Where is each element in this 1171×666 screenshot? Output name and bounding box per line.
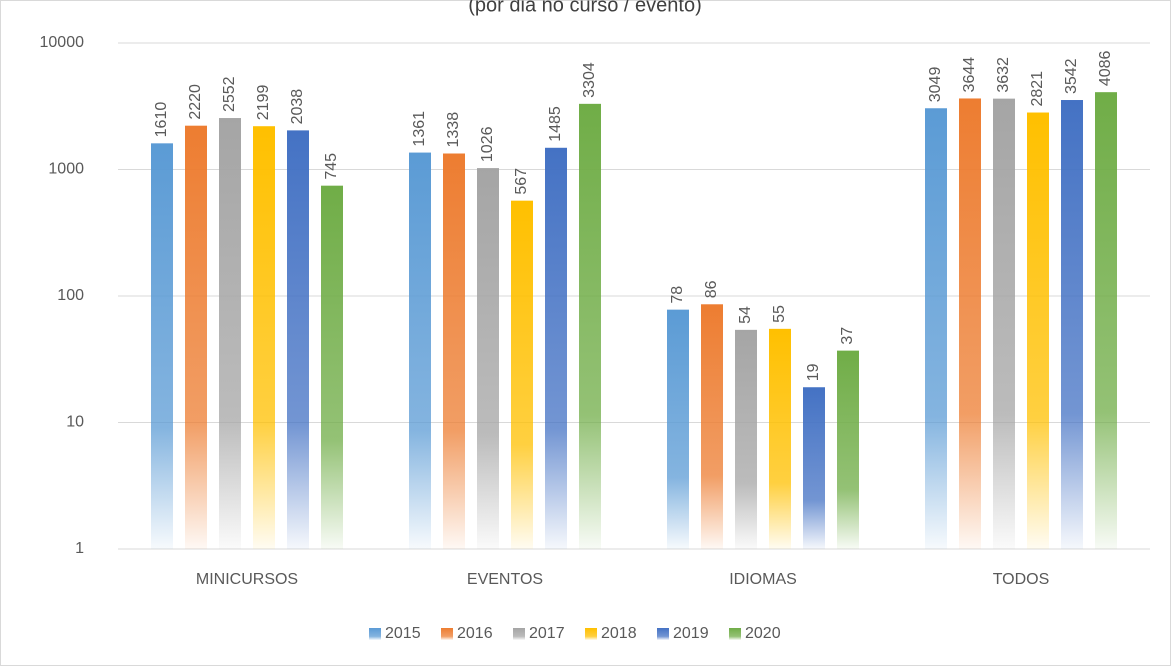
bar [837,350,859,549]
value-label: 745 [323,153,340,180]
value-label: 37 [839,327,856,345]
value-label: 567 [513,168,530,195]
value-label: 4086 [1097,50,1114,86]
y-tick-label: 10000 [40,34,85,51]
value-label: 78 [669,286,686,304]
legend-label: 2019 [673,625,709,642]
value-label: 3632 [995,57,1012,93]
value-label: 2552 [221,76,238,112]
legend-swatch [729,628,741,640]
bar [993,98,1015,550]
x-tick-label: IDIOMAS [729,571,797,588]
x-tick-label: EVENTOS [467,571,543,588]
legend-swatch [513,628,525,640]
y-tick-label: 100 [57,287,84,304]
bar [409,152,431,549]
value-label: 3049 [927,67,944,103]
bar [477,168,499,550]
legend-swatch [369,628,381,640]
value-label: 1338 [445,112,462,148]
x-tick-label: TODOS [993,571,1050,588]
legend-label: 2018 [601,625,637,642]
value-label: 19 [805,363,822,381]
value-label: 54 [737,306,754,324]
bar [959,98,981,550]
bar [151,143,173,549]
bar [287,130,309,549]
value-label: 1610 [153,102,170,138]
value-label: 3542 [1063,58,1080,94]
value-label: 1361 [411,111,428,147]
value-label: 2220 [187,84,204,120]
legend-swatch [585,628,597,640]
value-label: 2821 [1029,71,1046,107]
legend-label: 2016 [457,625,493,642]
legend-swatch [441,628,453,640]
value-label: 86 [703,280,720,298]
bar [545,147,567,549]
x-tick-label: MINICURSOS [196,571,298,588]
legend-label: 2015 [385,625,421,642]
chart-subtitle: (por dia no curso / evento) [468,0,701,16]
bar [735,329,757,549]
bar [185,125,207,550]
value-label: 1485 [547,106,564,142]
value-label: 2199 [255,85,272,121]
value-label: 55 [771,305,788,323]
bar [511,200,533,549]
bar [769,328,791,549]
value-label: 1026 [479,126,496,162]
bar [803,387,825,549]
bar [1061,100,1083,550]
bar [253,126,275,550]
legend-swatch [657,628,669,640]
bar [925,108,947,549]
bar [579,103,601,550]
value-label: 3644 [961,57,978,93]
y-tick-label: 1000 [48,161,84,178]
bar [219,118,241,549]
legend-label: 2017 [529,625,565,642]
bar [701,304,723,549]
value-label: 2038 [289,89,306,125]
legend-label: 2020 [745,625,781,642]
y-tick-label: 1 [75,540,84,557]
bar [321,185,343,549]
y-tick-label: 10 [66,414,84,431]
bar [1095,92,1117,550]
bar [667,309,689,549]
bar [443,153,465,549]
value-label: 3304 [581,62,598,98]
bar [1027,112,1049,549]
